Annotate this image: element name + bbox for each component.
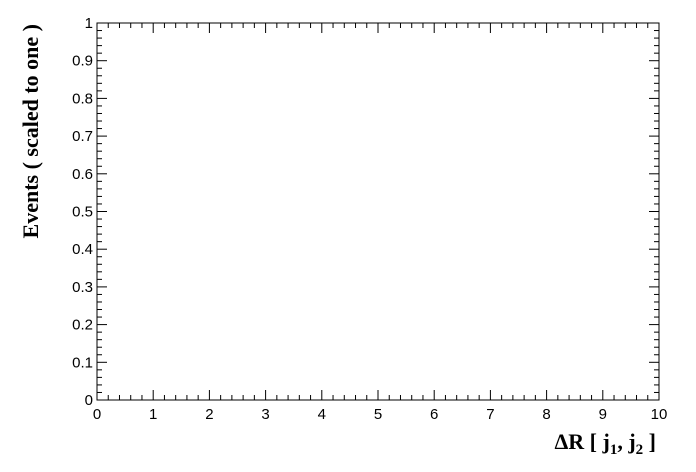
x-tick-label: 5 <box>374 406 382 423</box>
axis-ticks <box>96 22 660 401</box>
x-axis-title: ΔR [ j1, j2 ] <box>555 429 657 458</box>
y-tick-label: 1 <box>85 15 93 32</box>
y-tick-label: 0.6 <box>72 166 93 183</box>
x-tick-labels: 0 1 2 3 4 5 6 7 8 9 10 <box>93 406 668 423</box>
y-tick-label: 0.4 <box>72 241 93 258</box>
y-tick-labels: 0 0.1 0.2 0.3 0.4 0.5 0.6 0.7 0.8 0.9 1 <box>72 15 93 409</box>
y-axis-title: Events ( scaled to one ) <box>18 24 43 238</box>
x-tick-label: 7 <box>486 406 494 423</box>
x-tick-label: 3 <box>261 406 269 423</box>
x-tick-label: 1 <box>149 406 157 423</box>
x-tick-label: 6 <box>430 406 438 423</box>
y-tick-label: 0.5 <box>72 204 93 221</box>
y-tick-label: 0.2 <box>72 317 93 334</box>
x-tick-label: 2 <box>205 406 213 423</box>
y-tick-label: 0.7 <box>72 128 93 145</box>
x-tick-label: 4 <box>318 406 326 423</box>
x-tick-label: 10 <box>651 406 668 423</box>
x-tick-label: 9 <box>599 406 607 423</box>
y-tick-label: 0 <box>85 392 93 409</box>
x-tick-label: 0 <box>93 406 101 423</box>
plot-frame <box>96 22 660 401</box>
x-tick-label: 8 <box>542 406 550 423</box>
y-tick-label: 0.3 <box>72 279 93 296</box>
y-tick-label: 0.8 <box>72 90 93 107</box>
y-tick-label: 0.9 <box>72 53 93 70</box>
y-tick-label: 0.1 <box>72 354 93 371</box>
